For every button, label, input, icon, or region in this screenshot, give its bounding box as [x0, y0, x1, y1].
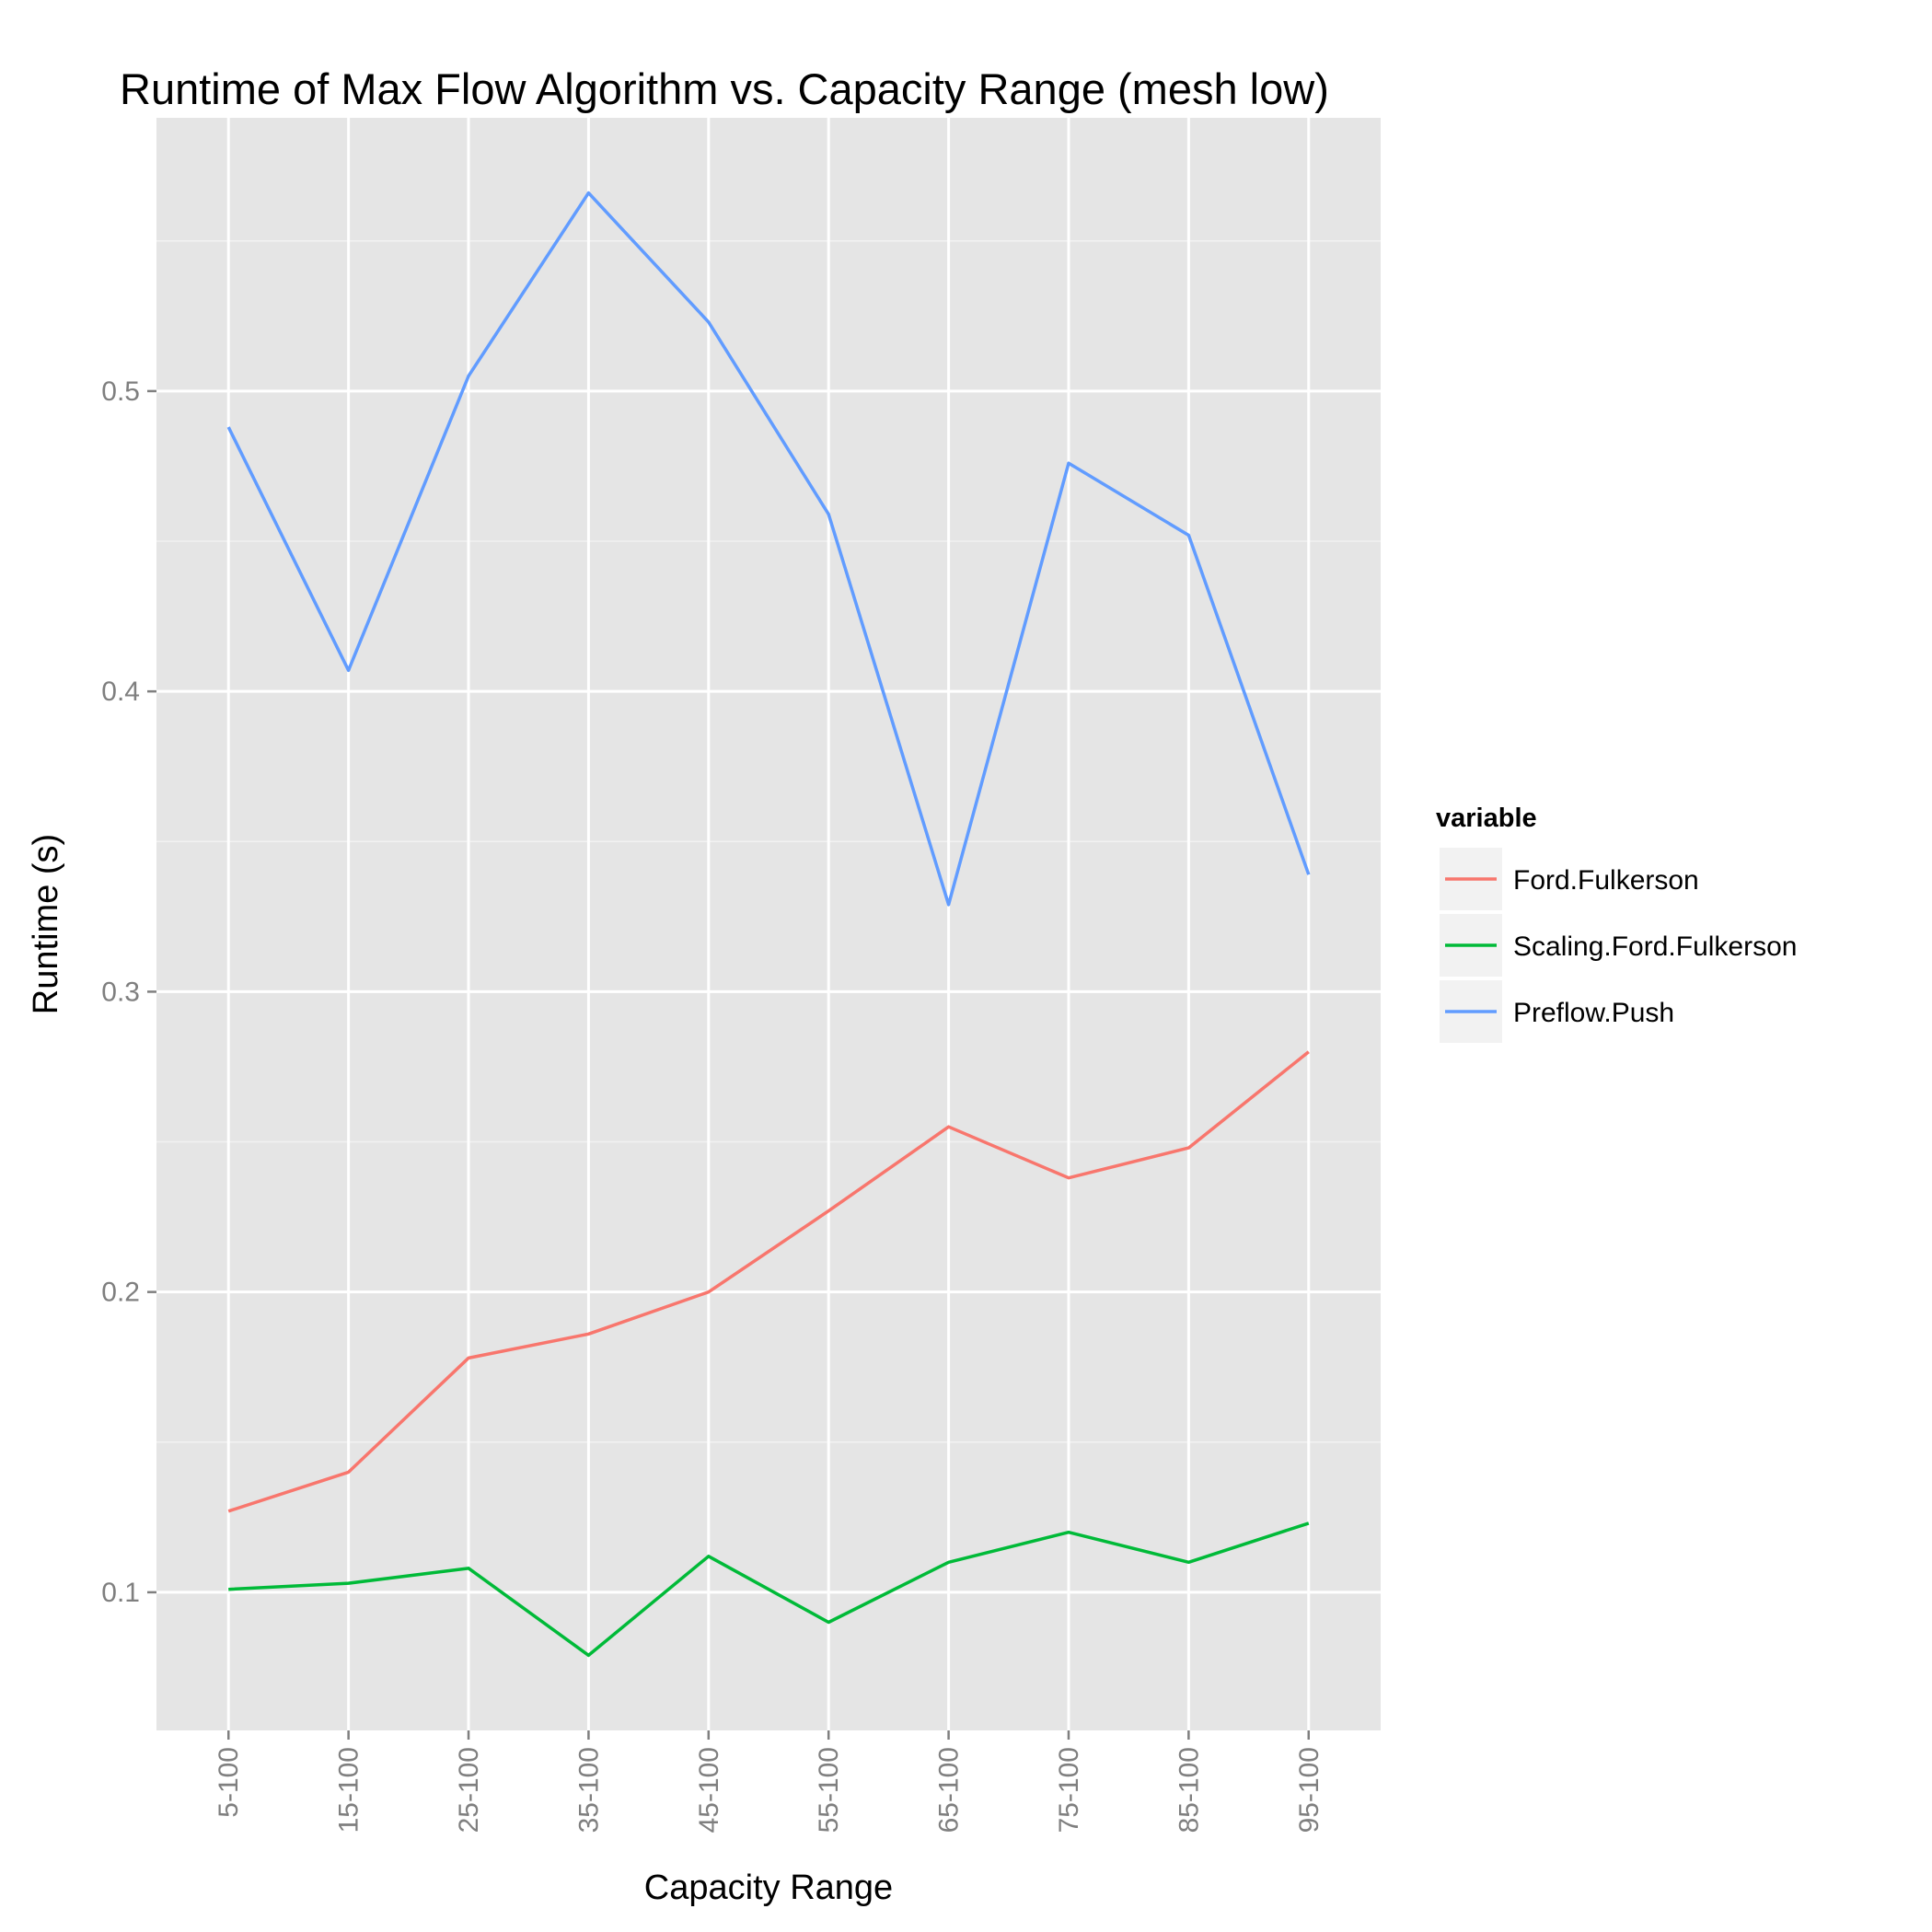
y-tick-label: 0.5	[101, 376, 140, 407]
y-axis: 0.1 0.2 0.3 0.4 0.5	[101, 376, 156, 1608]
legend-title: variable	[1436, 804, 1537, 833]
x-tick-label: 95-100	[1294, 1747, 1325, 1833]
major-gridlines	[156, 118, 1381, 1730]
chart-title: Runtime of Max Flow Algorithm vs. Capaci…	[120, 64, 1329, 113]
y-tick-label: 0.2	[101, 1278, 140, 1308]
x-axis: 5-100 15-100 25-100 35-100 45-100 55-100 65-10…	[214, 1730, 1325, 1833]
x-axis-title: Capacity Range	[644, 1868, 893, 1907]
legend-label: Scaling.Ford.Fulkerson	[1513, 931, 1797, 962]
x-tick-label: 75-100	[1054, 1747, 1084, 1833]
series-line-scaling-ford-fulkerson	[228, 1521, 1310, 1658]
legend: variable Ford.Fulkerson Scaling.Ford.Fulk…	[1436, 804, 1797, 1043]
x-tick-label: 25-100	[454, 1747, 484, 1833]
x-tick-label: 65-100	[934, 1747, 965, 1833]
series-line-ford-fulkerson	[227, 1050, 1310, 1513]
legend-label: Preflow.Push	[1513, 998, 1674, 1028]
x-tick-label: 55-100	[814, 1747, 844, 1833]
y-tick-label: 0.3	[101, 977, 140, 1007]
series-line-preflow-push	[226, 191, 1311, 907]
y-tick-label: 0.1	[101, 1578, 140, 1608]
x-tick-label: 35-100	[573, 1747, 604, 1833]
plot-panel	[156, 118, 1381, 1730]
legend-label: Ford.Fulkerson	[1513, 865, 1699, 896]
y-axis-title: Runtime (s)	[27, 834, 65, 1014]
x-tick-label: 15-100	[334, 1747, 364, 1833]
series-lines	[226, 191, 1311, 1658]
x-tick-label: 85-100	[1174, 1747, 1204, 1833]
x-tick-label: 45-100	[694, 1747, 724, 1833]
x-tick-label: 5-100	[214, 1747, 244, 1818]
minor-gridlines	[156, 240, 1381, 1443]
y-tick-label: 0.4	[101, 677, 140, 707]
